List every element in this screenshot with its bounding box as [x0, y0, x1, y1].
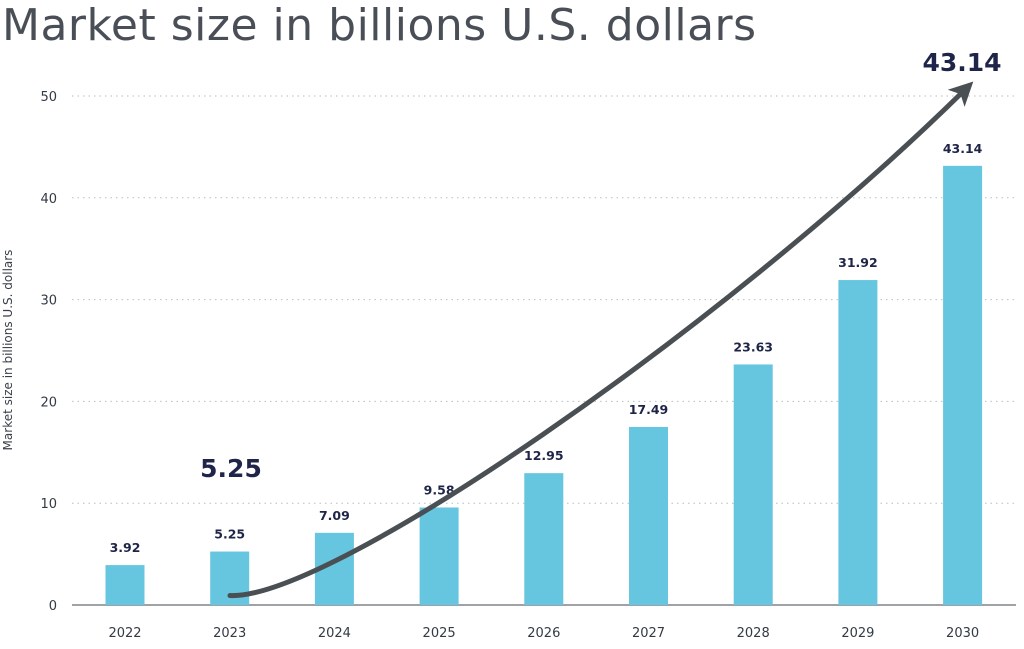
- bar: [733, 364, 773, 605]
- x-tick-label: 2022: [108, 626, 141, 641]
- x-tick-label: 2025: [423, 626, 456, 641]
- x-axis-ticks: 2022 2023 2024 2025 2026 2027 2028 2029 2030: [108, 626, 979, 641]
- x-tick-label: 2026: [527, 626, 560, 641]
- y-tick-label: 50: [40, 90, 57, 105]
- bars: [105, 165, 983, 606]
- data-label: 17.49: [629, 402, 669, 417]
- callout-end-value: 43.14: [922, 48, 1001, 77]
- data-label: 12.95: [524, 448, 564, 463]
- y-tick-label: 20: [40, 395, 57, 410]
- bar: [524, 473, 564, 605]
- chart-title: Market size in billions U.S. dollars: [2, 0, 757, 51]
- bar: [105, 565, 145, 605]
- data-label: 31.92: [838, 255, 878, 270]
- x-tick-label: 2023: [213, 626, 246, 641]
- x-tick-label: 2027: [632, 626, 665, 641]
- x-tick-label: 2028: [737, 626, 770, 641]
- data-label: 9.58: [424, 482, 455, 497]
- data-label: 5.25: [214, 527, 245, 542]
- bar: [629, 426, 668, 605]
- data-label: 23.63: [733, 339, 773, 354]
- x-tick-label: 2030: [946, 626, 979, 641]
- bar: [419, 507, 459, 605]
- y-axis-label: Market size in billions U.S. dollars: [1, 250, 15, 451]
- data-label: 3.92: [110, 540, 141, 555]
- y-tick-label: 30: [40, 294, 57, 309]
- callout-start-value: 5.25: [200, 454, 262, 483]
- data-labels: 3.92 5.25 7.09 9.58 12.95 17.49 23.63 31.92 43.1…: [110, 141, 983, 555]
- growth-arrow: [227, 81, 974, 599]
- y-tick-label: 40: [40, 192, 57, 207]
- y-tick-label: 10: [40, 497, 57, 512]
- bar: [838, 280, 878, 605]
- x-tick-label: 2029: [841, 626, 874, 641]
- y-tick-label: 0: [49, 599, 57, 614]
- y-axis-ticks: 0 10 20 30 40 50: [40, 90, 57, 614]
- bar: [943, 165, 983, 606]
- data-label: 7.09: [319, 508, 350, 523]
- x-tick-label: 2024: [318, 626, 351, 641]
- data-label: 43.14: [943, 141, 983, 156]
